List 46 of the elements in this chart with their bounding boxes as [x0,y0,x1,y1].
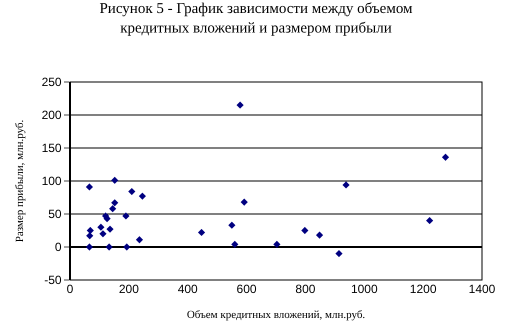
point [128,188,136,196]
x-tick-label: 200 [118,282,140,296]
point [86,226,94,234]
y-tick-label: 200 [42,108,62,122]
y-tick-label: 100 [42,174,62,188]
point [86,183,93,191]
point [136,236,144,244]
point [109,205,116,212]
x-tick-label: 1400 [468,282,496,296]
point [86,243,93,251]
point [111,199,118,206]
x-tick-label: 800 [295,282,316,296]
point [426,217,434,224]
point [138,192,146,200]
point [198,228,206,236]
point [231,240,238,248]
point [228,222,236,229]
point [335,250,343,258]
x-tick-label: 0 [66,282,74,296]
chart-title: Рисунок 5 - График зависимости между объемом кредитных вложений и размером прибыли [99,1,414,37]
point [86,232,94,240]
x-tick-label: 1200 [410,282,437,296]
y-tick-label: 50 [48,207,62,222]
point [240,198,248,206]
x-axis-title: Объем кредитных вложений, млн.руб. [186,309,366,322]
point [106,226,114,233]
point [122,212,130,220]
point [111,176,118,184]
x-tick-label: 400 [178,282,198,296]
point [236,102,244,109]
y-tick-label: -50 [44,273,62,288]
point [342,181,350,189]
x-tick-label: 1000 [350,282,378,296]
y-tick-label: 150 [42,141,62,156]
x-tick-label: 600 [236,282,257,296]
point [123,243,130,251]
point [442,154,450,161]
point [301,226,308,234]
point [273,240,280,248]
y-tick-label: 0 [54,240,62,254]
point [97,224,104,231]
point [99,230,107,238]
point [316,232,324,239]
y-axis-title: Размер прибыли, млн.руб. [14,119,26,242]
point [106,243,113,251]
y-tick-label: 250 [42,75,62,90]
